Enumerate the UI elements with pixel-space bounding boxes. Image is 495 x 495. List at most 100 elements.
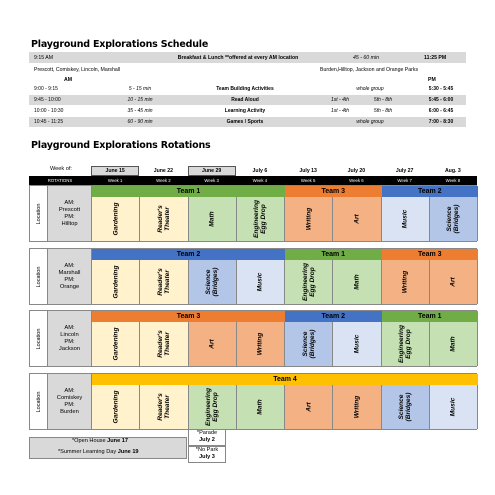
activity-name: Writing	[256, 332, 264, 356]
activity-name: Gardening	[112, 327, 120, 361]
location-column: Location	[30, 311, 48, 366]
schedule-group-a: 1st - 4th	[330, 108, 350, 114]
schedule-meal-note: Breakfast & Lunch **offered at every AM …	[177, 55, 299, 61]
week-number: Week 4	[252, 178, 268, 183]
schedule-pm-time: 7:00 - 8:30	[428, 119, 454, 125]
activity-name: Science (Bridges)	[301, 329, 316, 359]
no-park-label: *No Park	[195, 447, 219, 453]
site-label-line: AM:	[64, 324, 75, 331]
location-column: Location	[30, 249, 48, 304]
site-label-line: Hilltop	[61, 220, 78, 227]
schedule-top-row	[29, 52, 466, 63]
site-label: AM: Lincoln PM: Jackson	[48, 311, 92, 366]
activity-cell: Reader's Theater	[140, 385, 189, 429]
team-header: Team 3	[285, 186, 382, 197]
location-label: Location	[35, 391, 42, 412]
rotation-block: Location AM: Lincoln PM: Jackson Team 3 Team 2…	[29, 310, 478, 367]
week-date: July 6	[252, 168, 268, 174]
week-number: Week 2	[156, 178, 171, 183]
activity-name: Music	[401, 209, 409, 229]
activity-cell: Science (Bridges)	[188, 260, 237, 304]
schedule-end-time: 11:25 PM	[424, 55, 447, 61]
schedule-time: 10:45 - 11:25	[34, 119, 64, 125]
rotations-header-row: ROTATIONS Week 1 Week 2 Week 3 Week 4 Week 5…	[29, 176, 477, 185]
activity-name: Writing	[401, 270, 409, 294]
schedule-duration: 35 - 45 min	[127, 108, 153, 114]
activity-cell: Engineering Egg Drop	[236, 197, 285, 241]
activity-cell: Reader's Theater	[140, 260, 189, 304]
week-date: June 22	[153, 168, 174, 174]
schedule-duration: 10 - 15 min	[127, 97, 153, 103]
activity-cell: Writing	[236, 322, 285, 366]
activity-cell: Gardening	[92, 260, 141, 304]
activity-name: Science (Bridges)	[446, 204, 461, 234]
activity-name: Math	[353, 274, 361, 290]
am-locations: Prescott, Comiskey, Lincoln, Marshall	[34, 67, 121, 73]
activity-cell: Writing	[333, 385, 382, 429]
parade-box	[188, 429, 226, 446]
team-header: Team 4	[92, 374, 478, 385]
activity-cell: Science (Bridges)	[381, 385, 430, 429]
location-label: Location	[35, 328, 42, 349]
activity-cell: Engineering Egg Drop	[188, 385, 237, 429]
location-label: Location	[35, 203, 42, 224]
team-header: Team 2	[381, 186, 478, 197]
activity-name: Writing	[305, 207, 313, 231]
parade-date: July 2	[199, 437, 215, 443]
rotation-block: Location AM: Prescott PM: Hilltop Team 1 Team …	[29, 185, 478, 242]
week-number: Week 6	[349, 178, 364, 183]
page-title: Playground Explorations Schedule	[31, 39, 209, 50]
activity-cell: Art	[429, 260, 478, 304]
schedule-row-shade	[29, 95, 466, 105]
site-label-line: Prescott	[58, 206, 81, 213]
site-label-line: AM:	[64, 199, 75, 206]
week-date: June 29	[187, 166, 236, 176]
activity-cell: Gardening	[92, 197, 141, 241]
activity-name: Engineering Egg Drop	[398, 324, 413, 364]
activity-name: Science (Bridges)	[205, 267, 220, 297]
rotation-block: Location AM: Marshall PM: Orange Team 2 Team 1…	[29, 248, 478, 305]
no-park-date: July 3	[199, 454, 215, 460]
open-house-label: *Open House	[72, 438, 106, 444]
rotations-label: ROTATIONS	[47, 178, 73, 183]
activity-cell: Writing	[285, 197, 334, 241]
activity-name: Science (Bridges)	[398, 392, 413, 422]
team-header: Team 3	[92, 311, 285, 322]
activity-cell: Gardening	[92, 385, 141, 429]
activity-name: Art	[305, 402, 313, 412]
activity-cell: Music	[333, 322, 382, 366]
team-header: Team 1	[92, 186, 285, 197]
location-label: Location	[35, 266, 42, 287]
schedule-group-a: whole group	[356, 86, 384, 92]
site-label-line: PM:	[64, 276, 75, 283]
activity-name: Art	[449, 277, 457, 287]
week-of-label: Week of:	[50, 166, 72, 172]
schedule-group-a: 1st - 4th	[330, 97, 350, 103]
open-house-date: June 17	[107, 438, 128, 444]
schedule-time: 9:45 - 10:00	[34, 97, 61, 103]
site-label: AM: Prescott PM: Hilltop	[48, 186, 92, 241]
activity-name: Gardening	[112, 265, 120, 299]
site-label-line: PM:	[64, 401, 75, 408]
week-number: Week 7	[397, 178, 412, 183]
pm-label: PM	[428, 77, 436, 83]
team-header: Team 3	[381, 249, 478, 260]
activity-cell: Engineering Egg Drop	[381, 322, 430, 366]
site-label-line: Jackson	[58, 345, 81, 352]
activity-cell: Math	[236, 385, 285, 429]
activity-cell: Science (Bridges)	[429, 197, 478, 241]
activity-name: Writing	[353, 395, 361, 419]
week-date: Aug. 3	[444, 168, 461, 174]
schedule-meal-duration: 45 - 60 min	[353, 55, 379, 61]
schedule-row-shade	[29, 117, 466, 127]
week-number: Week 3	[204, 178, 219, 183]
schedule-group-a: whole group	[356, 119, 384, 125]
activity-name: Reader's Theater	[156, 205, 171, 233]
site-label-line: Comiskey	[56, 394, 83, 401]
team-header: Team 2	[285, 311, 382, 322]
activity-name: Engineering Egg Drop	[253, 199, 268, 239]
activity-name: Reader's Theater	[156, 393, 171, 421]
week-date: July 13	[299, 168, 317, 174]
week-date: June 15	[91, 166, 140, 176]
activity-cell: Art	[285, 385, 334, 429]
